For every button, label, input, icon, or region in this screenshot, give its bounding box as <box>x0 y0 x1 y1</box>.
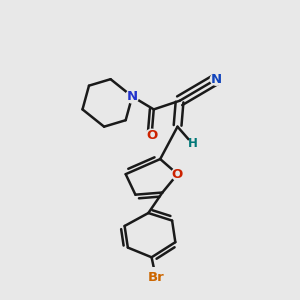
Text: N: N <box>211 73 222 86</box>
Circle shape <box>146 129 158 141</box>
Text: N: N <box>127 90 138 103</box>
Text: O: O <box>146 129 157 142</box>
Circle shape <box>188 139 197 149</box>
Circle shape <box>210 73 222 85</box>
Text: O: O <box>172 168 183 181</box>
Text: Br: Br <box>148 271 164 284</box>
Circle shape <box>126 90 139 103</box>
Circle shape <box>149 271 163 285</box>
Circle shape <box>172 168 184 180</box>
Text: H: H <box>188 137 197 150</box>
